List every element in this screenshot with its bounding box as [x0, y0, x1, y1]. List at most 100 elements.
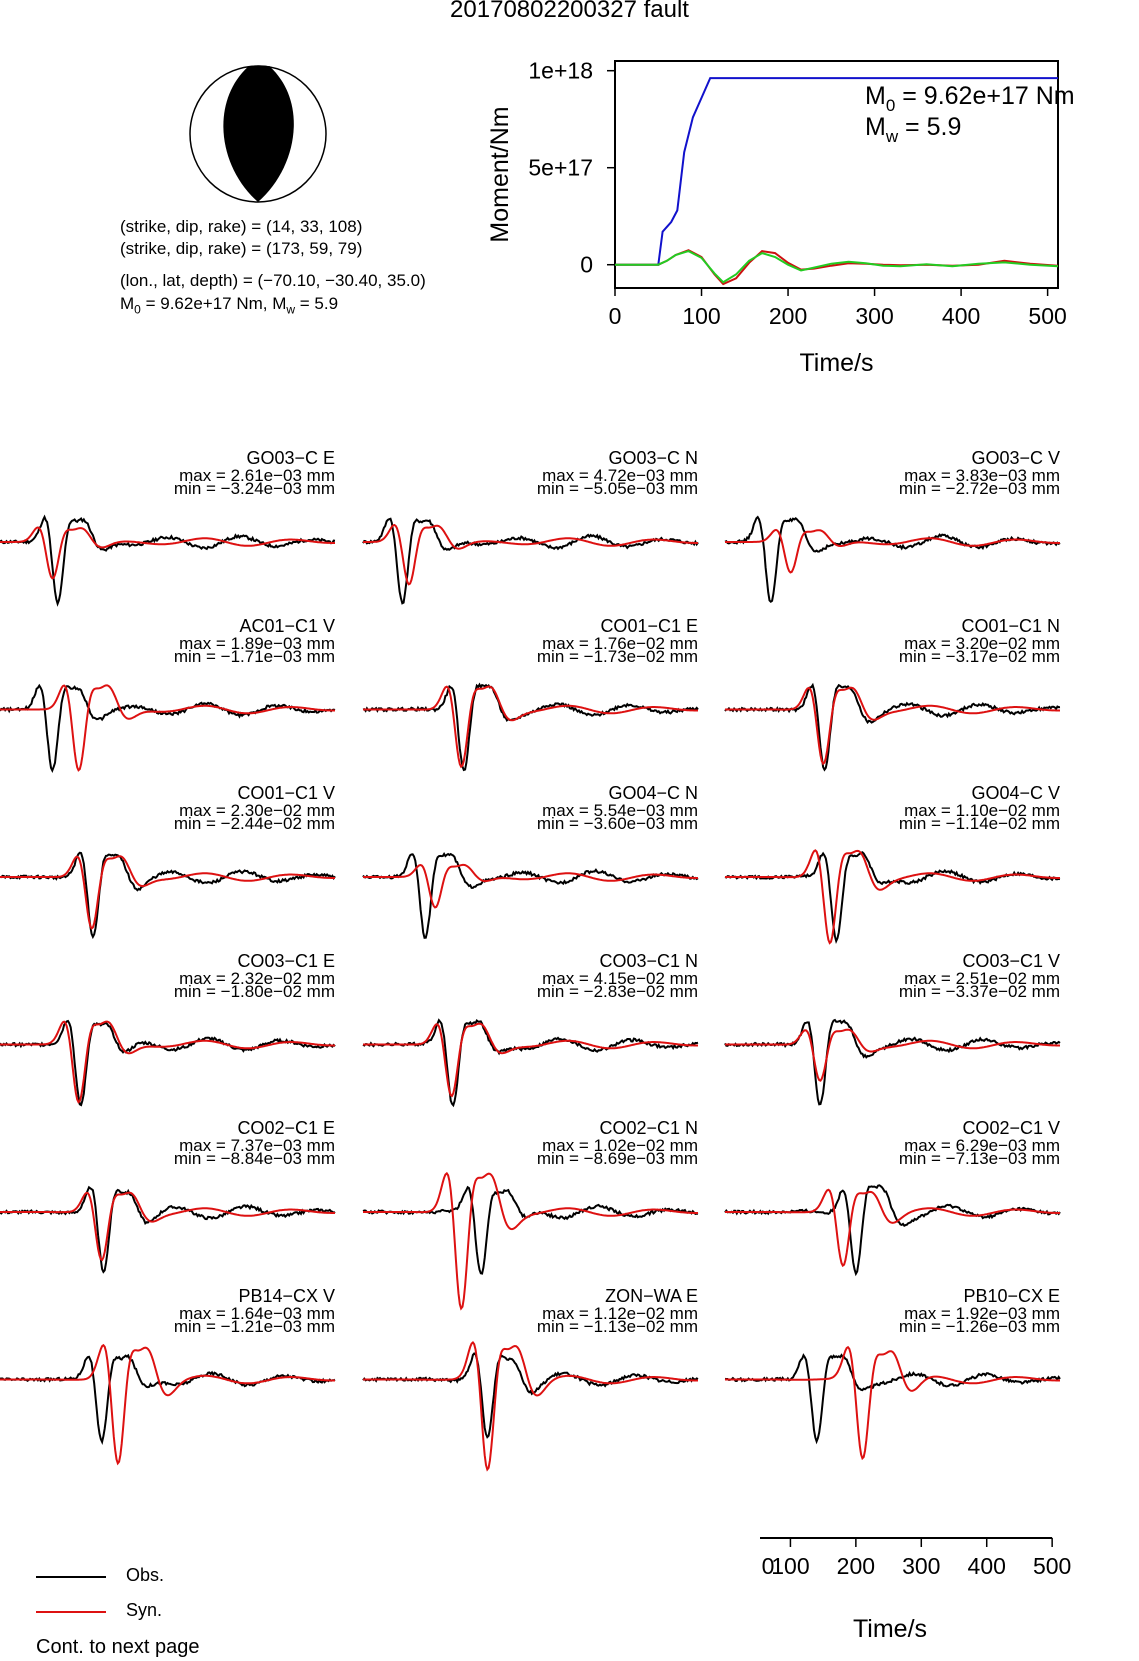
moment-series-blue — [615, 77, 1058, 266]
station-min: min = −8.69e−03 mm — [536, 1149, 698, 1168]
station-max: max = 1.76e−02 mm — [542, 633, 698, 653]
obs-trace — [724, 1353, 1061, 1445]
moment-chart: 0 100 200 300 400 500 0 5e+17 1e+18 Time/s Moment/… — [486, 58, 1075, 377]
station-name: GO04−C N — [608, 783, 698, 803]
obs-trace — [362, 851, 699, 939]
station-name: CO01−C1 V — [237, 783, 335, 803]
station-max: max = 1.02e−02 mm — [542, 1136, 698, 1155]
station-max: max = 2.61e−03 mm — [179, 466, 335, 485]
obs-trace — [0, 1353, 336, 1445]
station-max: max = 3.20e−02 mm — [904, 633, 1060, 653]
station-max: max = 1.10e−02 mm — [904, 801, 1060, 820]
syn-trace — [363, 523, 698, 586]
station-name: CO01−C1 E — [600, 615, 698, 636]
station-name: PB10−CX E — [963, 1285, 1060, 1306]
waveform-grid — [0, 514, 1061, 1472]
obs-trace — [724, 1184, 1061, 1277]
station-name: ZON−WA E — [605, 1285, 698, 1306]
station-name: GO03−C E — [246, 448, 335, 468]
station-min: min = −3.24e−03 mm — [173, 479, 335, 498]
station-name: AC01−C1 V — [239, 615, 335, 636]
syn-trace — [363, 685, 698, 769]
station-min: min = −5.05e−03 mm — [536, 479, 698, 498]
obs-trace — [362, 1018, 699, 1108]
y-tick-label: 5e+17 — [528, 155, 593, 181]
syn-trace — [725, 1028, 1060, 1082]
station-min: min = −2.44e−02 mm — [173, 814, 335, 833]
syn-trace — [0, 684, 335, 772]
legend-obs-label: Obs. — [126, 1565, 165, 1585]
station-min: min = −8.84e−03 mm — [173, 1149, 335, 1168]
syn-trace — [725, 1345, 1060, 1461]
beachball-diagram — [189, 65, 327, 203]
station-max: max = 3.83e−03 mm — [904, 466, 1060, 485]
x-tick-label: 0 — [609, 303, 622, 329]
moment-series-green — [615, 250, 1059, 284]
station-min: min = −7.13e−03 mm — [898, 1149, 1060, 1168]
nodal-plane-2: (strike, dip, rake) = (173, 59, 79) — [120, 239, 363, 258]
station-name: PB14−CX V — [238, 1285, 335, 1306]
obs-trace — [724, 851, 1061, 944]
page-title: 20170802200327 fault — [450, 0, 689, 23]
station-min: min = −1.21e−03 mm — [173, 1316, 335, 1336]
syn-trace — [0, 855, 335, 930]
syn-trace — [363, 1022, 698, 1098]
station-min: min = −1.80e−02 mm — [173, 981, 335, 1001]
station-max: max = 6.29e−03 mm — [904, 1136, 1060, 1155]
magnitude-annotation: Mw = 5.9 — [865, 113, 961, 146]
obs-trace — [362, 682, 699, 772]
station-max: max = 4.15e−02 mm — [542, 968, 698, 988]
hypocenter-location: (lon., lat, depth) = (−70.10, −30.40, 35… — [120, 271, 426, 290]
station-name: CO01−C1 N — [961, 615, 1060, 636]
station-min: min = −1.71e−03 mm — [173, 646, 335, 666]
legend-syn-line — [36, 1611, 106, 1613]
station-min: min = −2.72e−03 mm — [898, 479, 1060, 498]
x-tick-label: 100 — [682, 303, 720, 329]
moment-series-red — [615, 249, 1059, 286]
time-tick-label: 500 — [1033, 1553, 1071, 1579]
y-tick-label: 0 — [580, 252, 593, 278]
station-max: max = 7.37e−03 mm — [179, 1136, 335, 1155]
y-axis-label: Moment/Nm — [486, 106, 514, 242]
station-max: max = 1.64e−03 mm — [179, 1303, 335, 1323]
compression-quadrant — [223, 65, 294, 203]
syn-trace — [363, 1341, 698, 1472]
syn-trace — [725, 849, 1060, 945]
station-name: GO03−C N — [608, 448, 698, 468]
station-max: max = 5.54e−03 mm — [542, 801, 698, 820]
x-tick-label: 400 — [942, 303, 980, 329]
syn-trace — [725, 1188, 1060, 1268]
station-max: max = 1.89e−03 mm — [179, 633, 335, 653]
station-min: min = −1.73e−02 mm — [536, 646, 698, 666]
syn-trace — [363, 1171, 698, 1311]
station-min: min = −3.37e−02 mm — [898, 981, 1060, 1001]
station-name: CO02−C1 E — [237, 1118, 335, 1138]
station-max: max = 4.72e−03 mm — [542, 466, 698, 485]
station-max: max = 2.51e−02 mm — [904, 968, 1060, 988]
station-name: CO03−C1 N — [599, 950, 698, 971]
x-tick-label: 300 — [855, 303, 893, 329]
station-max: max = 1.92e−03 mm — [904, 1303, 1060, 1323]
station-name: CO02−C1 V — [962, 1118, 1060, 1138]
syn-trace — [0, 1191, 335, 1262]
time-tick-label: 300 — [902, 1553, 940, 1579]
moment-annotation: M0 = 9.62e+17 Nm — [865, 82, 1075, 115]
station-min: min = −3.60e−03 mm — [536, 814, 698, 833]
obs-trace — [724, 1018, 1061, 1106]
station-name: GO03−C V — [971, 448, 1060, 468]
obs-trace — [724, 682, 1061, 772]
time-tick-label: 400 — [968, 1553, 1006, 1579]
syn-trace — [0, 526, 335, 580]
station-min: min = −2.83e−02 mm — [536, 981, 698, 1001]
